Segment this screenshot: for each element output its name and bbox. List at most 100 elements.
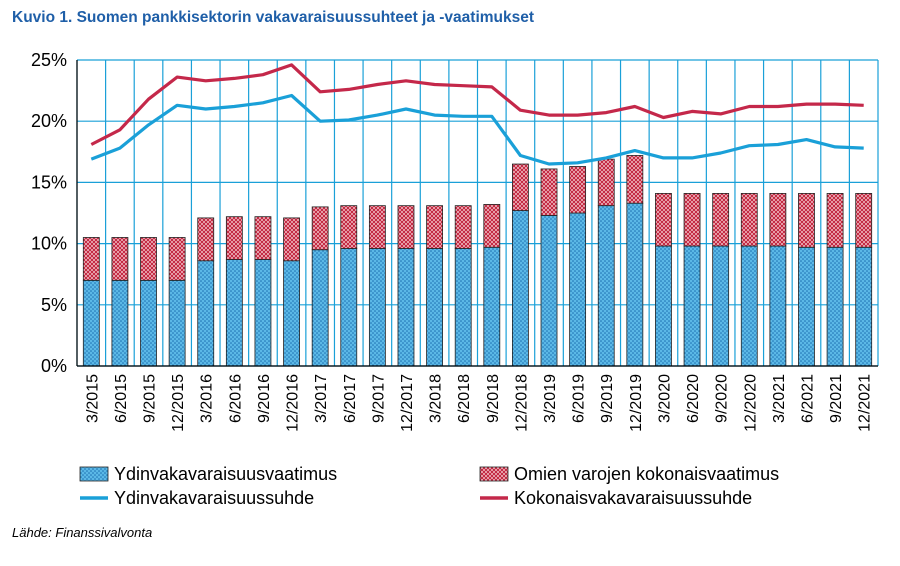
bar-own-funds-requirement — [397, 205, 415, 249]
x-tick-label: 3/2015 — [84, 374, 101, 423]
bar-own-funds-requirement — [483, 204, 501, 248]
bar-own-funds-requirement — [769, 193, 787, 247]
bar-own-funds-requirement — [597, 158, 615, 207]
bar-series — [82, 155, 873, 367]
x-tick-label: 9/2017 — [370, 374, 387, 423]
bar-own-funds-requirement — [168, 237, 186, 281]
x-tick-label: 3/2020 — [656, 374, 673, 423]
bar-core-requirement — [512, 210, 529, 367]
bar-core-requirement — [397, 248, 415, 367]
source-note: Lähde: Finanssivalvonta — [12, 525, 153, 540]
bar-own-funds-requirement — [540, 168, 558, 216]
x-tick-label: 3/2017 — [313, 374, 330, 423]
bar-own-funds-requirement — [283, 217, 300, 262]
bar-core-requirement — [426, 248, 443, 367]
bar-own-funds-requirement — [740, 193, 758, 247]
bar-own-funds-requirement — [140, 237, 157, 281]
bar-own-funds-requirement — [197, 217, 215, 262]
y-tick-label: 10% — [31, 234, 67, 254]
bar-own-funds-requirement — [82, 237, 100, 281]
bar-core-requirement — [483, 246, 501, 367]
bar-core-requirement — [82, 279, 100, 367]
legend-label: Ydinvakavaraisuusvaatimus — [114, 464, 337, 484]
bar-core-requirement — [597, 205, 615, 367]
bar-core-requirement — [569, 212, 587, 367]
legend-label: Kokonaisvakavaraisuussuhde — [514, 488, 752, 508]
x-tick-label: 9/2020 — [714, 374, 731, 423]
bar-own-funds-requirement — [683, 193, 701, 247]
bar-own-funds-requirement — [454, 205, 472, 249]
bar-core-requirement — [712, 245, 730, 367]
x-tick-label: 3/2018 — [428, 374, 445, 423]
bar-own-funds-requirement — [254, 216, 272, 260]
legend-swatch — [79, 466, 109, 482]
x-tick-label: 9/2015 — [142, 374, 159, 423]
bar-core-requirement — [683, 245, 701, 367]
bar-core-requirement — [454, 248, 472, 367]
bar-own-funds-requirement — [368, 205, 386, 249]
bar-core-requirement — [655, 245, 672, 367]
x-tick-label: 9/2019 — [599, 374, 616, 423]
bar-own-funds-requirement — [712, 193, 730, 247]
bar-core-requirement — [540, 215, 558, 367]
bar-core-requirement — [311, 249, 329, 367]
x-tick-label: 6/2020 — [685, 374, 702, 423]
x-tick-label: 12/2021 — [857, 374, 874, 432]
legend-label: Ydinvakavaraisuussuhde — [114, 488, 314, 508]
x-tick-label: 6/2018 — [456, 374, 473, 423]
legend-label: Omien varojen kokonaisvaatimus — [514, 464, 779, 484]
x-tick-label: 9/2018 — [485, 374, 502, 423]
axes: 0% 5% 10% 15% 20% 25% 3/2015 6/2015 9/2015 12/201… — [31, 50, 878, 432]
x-tick-label: 6/2017 — [342, 374, 359, 423]
bar-own-funds-requirement — [340, 205, 358, 249]
bar-core-requirement — [111, 279, 129, 367]
line-series — [90, 63, 864, 166]
bar-own-funds-requirement — [626, 155, 644, 204]
bar-core-requirement — [340, 248, 358, 367]
bar-own-funds-requirement — [655, 193, 672, 247]
bar-own-funds-requirement — [569, 166, 587, 214]
y-tick-label: 25% — [31, 50, 67, 70]
x-tick-label: 12/2018 — [513, 374, 530, 432]
bar-core-requirement — [855, 246, 873, 367]
bar-core-requirement — [826, 246, 844, 367]
bar-own-funds-requirement — [512, 163, 529, 211]
legend: Ydinvakavaraisuusvaatimus Omien varojen k… — [79, 464, 779, 508]
x-tick-label: 6/2016 — [227, 374, 244, 423]
bar-own-funds-requirement — [311, 206, 329, 251]
x-tick-label: 12/2020 — [742, 374, 759, 432]
bar-own-funds-requirement — [426, 205, 443, 249]
x-tick-label: 6/2019 — [571, 374, 588, 423]
x-tick-label: 6/2015 — [113, 374, 130, 423]
x-tick-label: 3/2016 — [199, 374, 216, 423]
bar-core-requirement — [283, 260, 300, 367]
bar-core-requirement — [798, 246, 815, 367]
bar-core-requirement — [626, 202, 644, 367]
x-tick-label: 3/2019 — [542, 374, 559, 423]
x-tick-label: 6/2021 — [799, 374, 816, 423]
bar-own-funds-requirement — [111, 237, 129, 281]
bar-core-requirement — [140, 279, 157, 367]
line-core-ratio — [90, 93, 864, 166]
y-tick-label: 15% — [31, 172, 67, 192]
x-tick-label: 12/2016 — [285, 374, 302, 432]
bar-own-funds-requirement — [826, 193, 844, 248]
x-tick-label: 12/2015 — [170, 374, 187, 432]
bar-own-funds-requirement — [798, 193, 815, 248]
x-tick-label: 9/2021 — [828, 374, 845, 423]
bar-core-requirement — [254, 259, 272, 367]
bar-core-requirement — [368, 248, 386, 367]
bar-core-requirement — [197, 260, 215, 367]
x-tick-label: 9/2016 — [256, 374, 273, 423]
x-tick-label: 3/2021 — [771, 374, 788, 423]
y-tick-label: 0% — [41, 356, 67, 376]
gridlines — [76, 59, 879, 367]
bar-core-requirement — [225, 259, 243, 367]
bar-core-requirement — [740, 245, 758, 367]
chart-title: Kuvio 1. Suomen pankkisektorin vakavarai… — [12, 9, 535, 26]
line-total-ratio — [90, 63, 864, 146]
x-tick-label: 12/2017 — [399, 374, 416, 432]
bar-own-funds-requirement — [225, 216, 243, 260]
bar-own-funds-requirement — [855, 193, 873, 248]
